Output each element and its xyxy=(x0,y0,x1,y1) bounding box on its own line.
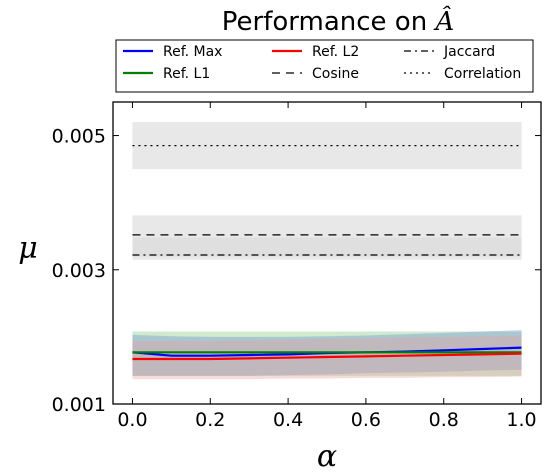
confidence-bands xyxy=(132,122,522,380)
band-correlation xyxy=(132,122,522,170)
x-tick-label: 0.0 xyxy=(117,409,147,431)
x-tick-label: 0.6 xyxy=(351,409,381,431)
chart-title-text: Performance on xyxy=(222,7,436,37)
band-jaccard xyxy=(132,237,522,260)
y-axis-label: μ xyxy=(18,231,38,266)
x-tick-label: 0.4 xyxy=(273,409,303,431)
x-axis-label: α xyxy=(317,439,337,474)
legend-label-jaccard: Jaccard xyxy=(443,44,495,60)
legend-label-cosine: Cosine xyxy=(312,66,359,82)
series-line-ref-l2 xyxy=(132,352,522,361)
x-tick-label: 0.8 xyxy=(429,409,459,431)
legend-label-correlation: Correlation xyxy=(444,66,521,82)
y-axis: 0.001 0.003 0.005 xyxy=(52,126,541,416)
legend-label-ref-l1: Ref. L1 xyxy=(163,66,210,82)
chart-title-symbol: Â xyxy=(433,5,454,37)
y-tick-label: 0.003 xyxy=(52,260,106,282)
x-tick-label: 1.0 xyxy=(506,409,536,431)
x-tick-label: 0.2 xyxy=(195,409,225,431)
legend-label-ref-l2: Ref. L2 xyxy=(312,44,359,60)
chart-title: Performance on Â xyxy=(222,5,454,37)
x-axis: 0.0 0.2 0.4 0.6 0.8 1.0 xyxy=(117,102,537,431)
plot-frame xyxy=(112,101,542,405)
legend: Ref. Max Ref. L1 Ref. L2 Cosine Jaccard Corre… xyxy=(115,39,534,93)
y-tick-label: 0.005 xyxy=(52,126,106,148)
legend-label-ref-max: Ref. Max xyxy=(163,44,222,60)
y-tick-label: 0.001 xyxy=(52,394,106,416)
legend-box xyxy=(115,39,534,93)
series-lines xyxy=(132,144,522,361)
